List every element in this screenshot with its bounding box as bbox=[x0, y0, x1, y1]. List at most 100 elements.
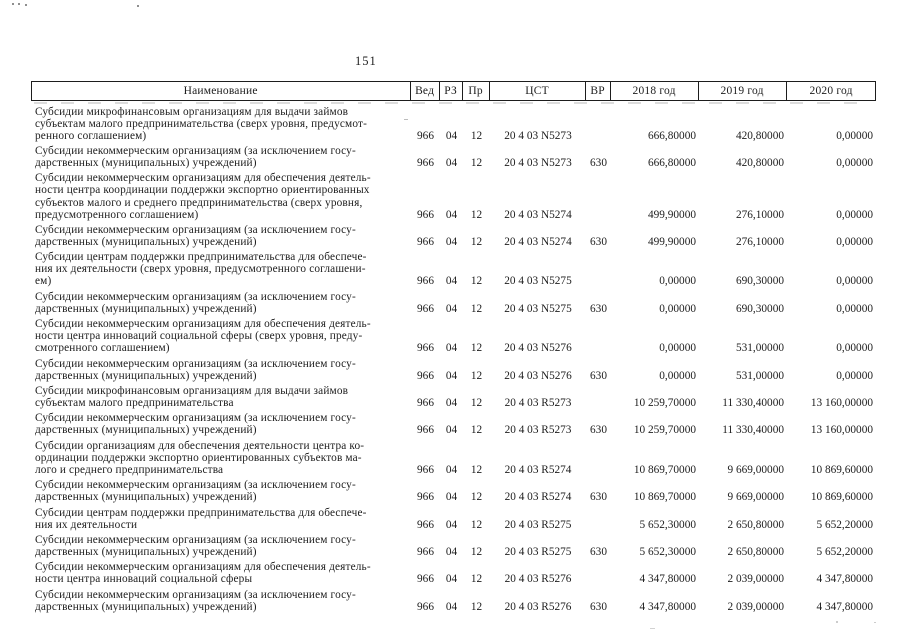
cell-vr: 630 bbox=[590, 424, 607, 437]
column-header-name: Наименование bbox=[32, 82, 411, 100]
cell-2019: 2 039,00000 bbox=[727, 573, 784, 586]
cell-ved: 966 bbox=[417, 275, 434, 288]
table-row: Субсидии микрофинансовым организациям дл… bbox=[32, 106, 876, 142]
cell-2019: 420,80000 bbox=[735, 129, 784, 142]
cell-2019: 2 039,00000 bbox=[727, 600, 784, 613]
cell-rz: 04 bbox=[445, 208, 458, 221]
cell-vr: 630 bbox=[590, 369, 607, 382]
cell-rz: 04 bbox=[445, 463, 458, 476]
cell-cst: 20 4 03 N5273 bbox=[504, 129, 572, 142]
scan-speck bbox=[650, 628, 655, 629]
cell-name: Субсидии центрам поддержки предпринимате… bbox=[35, 251, 367, 288]
cell-rz: 04 bbox=[445, 518, 458, 531]
cell-2018: 666,80000 bbox=[647, 129, 696, 142]
cell-pr: 12 bbox=[470, 208, 483, 221]
cell-pr: 12 bbox=[470, 236, 483, 248]
cell-cst: 20 4 03 N5274 bbox=[504, 208, 572, 221]
cell-2018: 0,00000 bbox=[659, 369, 696, 382]
table-row: Субсидии организациям для обеспечения де… bbox=[32, 440, 876, 476]
cell-2019: 690,30000 bbox=[735, 275, 784, 288]
cell-2020: 4 347,80000 bbox=[816, 573, 873, 586]
cell-rz: 04 bbox=[445, 275, 458, 288]
scan-speck bbox=[25, 4, 27, 6]
column-header-pr: Пр bbox=[463, 82, 490, 100]
table-row: Субсидии центрам поддержки предпринимате… bbox=[32, 507, 876, 531]
scan-artifact-line bbox=[34, 101, 870, 104]
cell-2020: 13 160,00000 bbox=[810, 397, 873, 410]
cell-name: Субсидии некоммерческим организациям (за… bbox=[35, 588, 356, 613]
cell-name: Субсидии некоммерческим организациям (за… bbox=[35, 479, 356, 504]
cell-2018: 5 652,30000 bbox=[639, 518, 696, 531]
cell-name: Субсидии некоммерческим организациям (за… bbox=[35, 412, 356, 437]
cell-2018: 666,80000 bbox=[647, 157, 696, 170]
cell-ved: 966 bbox=[417, 546, 434, 559]
cell-pr: 12 bbox=[470, 275, 483, 288]
cell-2020: 0,00000 bbox=[836, 275, 873, 288]
cell-ved: 966 bbox=[417, 600, 434, 613]
cell-2018: 10 869,70000 bbox=[633, 491, 696, 504]
cell-name: Субсидии микрофинансовым организациям дл… bbox=[35, 105, 367, 142]
cell-cst: 20 4 03 R5274 bbox=[504, 463, 572, 476]
cell-rz: 04 bbox=[445, 397, 458, 410]
cell-ved: 966 bbox=[417, 302, 434, 315]
table-row: Субсидии некоммерческим организациям (за… bbox=[32, 534, 876, 558]
cell-pr: 12 bbox=[470, 302, 483, 315]
cell-vr: 630 bbox=[590, 491, 607, 504]
table-row: Субсидии некоммерческим организациям для… bbox=[32, 172, 876, 220]
table-row: Субсидии некоммерческим организациям (за… bbox=[32, 145, 876, 169]
cell-name: Субсидии некоммерческим организациям (за… bbox=[35, 533, 356, 559]
column-header-2020: 2020 год bbox=[809, 84, 853, 97]
scan-speck bbox=[404, 119, 408, 120]
cell-ved: 966 bbox=[417, 491, 434, 504]
column-header-ved: Вед bbox=[411, 82, 440, 100]
cell-cst: 20 4 03 R5273 bbox=[504, 424, 572, 437]
cell-name: Субсидии организациям для обеспечения де… bbox=[35, 439, 365, 476]
cell-name: Субсидии некоммерческим организациям (за… bbox=[35, 357, 356, 382]
cell-name: Субсидии некоммерческим организациям (за… bbox=[35, 144, 356, 170]
cell-name: Субсидии некоммерческим организациям (за… bbox=[35, 290, 356, 315]
table-row: Субсидии некоммерческим организациям для… bbox=[32, 318, 876, 354]
cell-2019: 9 669,00000 bbox=[727, 463, 784, 476]
table-row: Субсидии центрам поддержки предпринимате… bbox=[32, 251, 876, 287]
cell-2019: 690,30000 bbox=[735, 302, 784, 315]
cell-cst: 20 4 03 N5273 bbox=[504, 157, 572, 170]
cell-ved: 966 bbox=[417, 463, 434, 476]
cell-name: Субсидии центрам поддержки предпринимате… bbox=[35, 506, 367, 531]
cell-2018: 10 869,70000 bbox=[633, 463, 696, 476]
cell-pr: 12 bbox=[470, 600, 483, 613]
cell-2019: 276,10000 bbox=[735, 208, 784, 221]
cell-2019: 531,00000 bbox=[735, 342, 784, 355]
cell-pr: 12 bbox=[470, 573, 483, 586]
table-row: Субсидии некоммерческим организациям (за… bbox=[32, 291, 876, 315]
column-header-vr: ВР bbox=[586, 82, 611, 100]
cell-rz: 04 bbox=[445, 546, 458, 559]
cell-cst: 20 4 03 R5276 bbox=[504, 573, 572, 586]
cell-rz: 04 bbox=[445, 157, 458, 170]
cell-2018: 10 259,70000 bbox=[633, 424, 696, 437]
cell-2018: 499,90000 bbox=[647, 208, 696, 221]
cell-pr: 12 bbox=[470, 463, 483, 476]
cell-name: Субсидии некоммерческим организациям для… bbox=[35, 561, 371, 586]
cell-ved: 966 bbox=[417, 208, 434, 221]
cell-rz: 04 bbox=[445, 369, 458, 382]
cell-vr: 630 bbox=[590, 546, 607, 559]
column-header-rz: РЗ bbox=[440, 82, 463, 100]
cell-vr: 630 bbox=[590, 157, 607, 170]
cell-pr: 12 bbox=[470, 397, 483, 410]
scan-speck bbox=[12, 3, 14, 5]
cell-ved: 966 bbox=[417, 397, 434, 410]
cell-2020: 13 160,00000 bbox=[810, 424, 873, 437]
cell-vr: 630 bbox=[590, 302, 607, 315]
cell-name: Субсидии микрофинансовым организациям дл… bbox=[35, 384, 349, 410]
cell-ved: 966 bbox=[417, 157, 434, 170]
scan-speck bbox=[137, 5, 139, 7]
cell-ved: 966 bbox=[417, 369, 434, 382]
cell-name: Субсидии некоммерческим организациям для… bbox=[35, 172, 371, 221]
cell-cst: 20 4 03 N5276 bbox=[504, 342, 572, 355]
cell-2018: 4 347,80000 bbox=[639, 600, 696, 613]
cell-2020: 10 869,60000 bbox=[810, 491, 873, 504]
cell-2019: 2 650,80000 bbox=[727, 546, 784, 559]
cell-ved: 966 bbox=[417, 236, 434, 248]
cell-2018: 0,00000 bbox=[659, 342, 696, 355]
